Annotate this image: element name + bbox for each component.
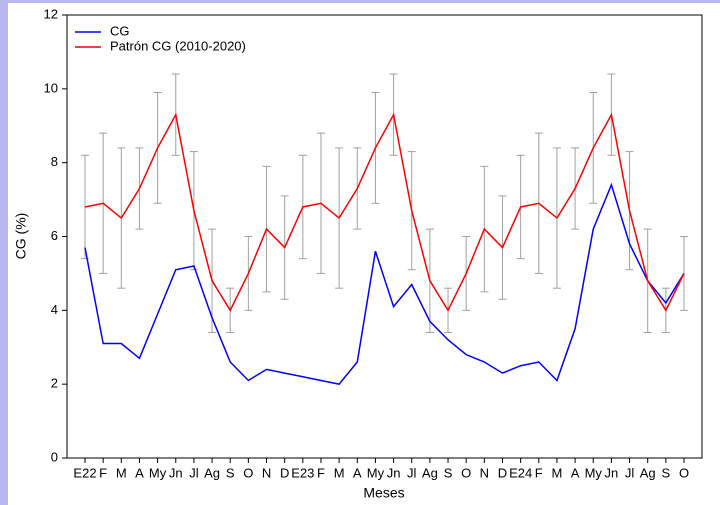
x-tick-label: N xyxy=(480,465,489,480)
y-tick-label: 8 xyxy=(51,154,58,169)
legend-label: CG xyxy=(110,23,130,38)
x-tick-label: E24 xyxy=(509,465,532,480)
x-tick-label: O xyxy=(243,465,253,480)
x-tick-label: Jl xyxy=(407,465,417,480)
x-tick-label: S xyxy=(226,465,235,480)
x-tick-label: E22 xyxy=(73,465,96,480)
series-line xyxy=(84,112,685,312)
x-tick-label: My xyxy=(149,465,167,480)
x-tick-label: A xyxy=(571,465,580,480)
x-tick-label: Ag xyxy=(640,465,656,480)
x-tick-label: Jn xyxy=(169,465,183,480)
x-tick-label: Jl xyxy=(625,465,635,480)
x-tick-label: M xyxy=(552,465,563,480)
x-tick-label: Jl xyxy=(189,465,199,480)
legend-label: Patrón CG (2010-2020) xyxy=(110,38,246,53)
x-tick-label: D xyxy=(280,465,289,480)
x-tick-label: M xyxy=(116,465,127,480)
x-tick-label: N xyxy=(262,465,271,480)
y-axis-label: CG (%) xyxy=(13,213,29,260)
x-tick-label: Ag xyxy=(204,465,220,480)
x-tick-label: S xyxy=(444,465,453,480)
frame xyxy=(8,3,720,505)
x-tick-label: Ag xyxy=(422,465,438,480)
y-tick-label: 4 xyxy=(51,302,58,317)
x-tick-label: Jn xyxy=(605,465,619,480)
y-tick-label: 2 xyxy=(51,376,58,391)
y-tick-label: 6 xyxy=(51,228,58,243)
x-tick-label: A xyxy=(353,465,362,480)
x-tick-label: O xyxy=(679,465,689,480)
x-tick-label: My xyxy=(367,465,385,480)
x-tick-label: F xyxy=(535,465,543,480)
x-axis-label: Meses xyxy=(363,485,404,501)
x-tick-label: Jn xyxy=(387,465,401,480)
x-tick-label: D xyxy=(498,465,507,480)
series-line xyxy=(84,182,685,385)
plot-frame xyxy=(66,14,703,459)
y-tick-label: 10 xyxy=(44,80,58,95)
x-tick-label: F xyxy=(317,465,325,480)
x-tick-label: O xyxy=(461,465,471,480)
x-tick-label: F xyxy=(99,465,107,480)
x-tick-label: S xyxy=(662,465,671,480)
x-tick-label: A xyxy=(135,465,144,480)
x-tick-label: E23 xyxy=(291,465,314,480)
y-tick-label: 0 xyxy=(51,449,58,464)
y-tick-label: 12 xyxy=(44,6,58,21)
x-tick-label: M xyxy=(334,465,345,480)
x-tick-label: My xyxy=(585,465,603,480)
